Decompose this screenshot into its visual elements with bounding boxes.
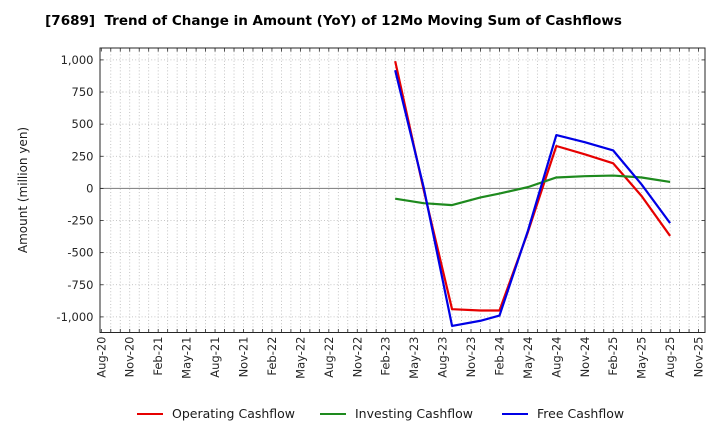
y-tick-label: -750 <box>67 278 93 292</box>
x-tick-label: Aug-20 <box>94 337 108 378</box>
x-tick-label: Nov-20 <box>123 337 137 378</box>
legend-label-investing: Investing Cashflow <box>355 406 473 421</box>
x-tick-label: May-24 <box>521 337 535 379</box>
legend: Operating Cashflow Investing Cashflow Fr… <box>0 404 720 426</box>
x-tick-label: Aug-22 <box>322 337 336 378</box>
series-investing-cashflow <box>395 174 671 207</box>
x-tick-label: May-25 <box>635 337 649 379</box>
x-tick-label: Nov-21 <box>237 337 251 378</box>
x-tick-label: Feb-25 <box>606 337 620 376</box>
x-tick-label: Nov-23 <box>464 337 478 378</box>
y-tick-label: -250 <box>67 214 93 228</box>
x-tick-label: Aug-23 <box>436 337 450 378</box>
x-tick-label: May-21 <box>180 337 194 379</box>
x-tick-label: Aug-24 <box>549 337 563 378</box>
y-tick-label: 1,000 <box>61 53 94 67</box>
free-line-swatch <box>502 412 528 416</box>
legend-label-free: Free Cashflow <box>537 406 625 421</box>
legend-item-operating: Operating Cashflow <box>137 404 295 424</box>
x-tick-label: May-23 <box>407 337 421 379</box>
x-tick-label: Nov-25 <box>692 337 706 378</box>
y-tick-label: 250 <box>72 149 94 163</box>
series-free-cashflow <box>394 69 671 327</box>
x-tick-label: Nov-24 <box>578 337 592 378</box>
x-tick-label: Feb-22 <box>265 337 279 376</box>
operating-line-swatch <box>137 412 163 416</box>
y-tick-label: -1,000 <box>56 310 93 324</box>
plot-border <box>99 47 706 333</box>
x-tick-label: Feb-23 <box>379 337 393 376</box>
y-tick-label: 750 <box>72 85 94 99</box>
x-tick-label: May-22 <box>293 337 307 379</box>
y-tick-label: 500 <box>72 117 94 131</box>
x-tick-label: Nov-22 <box>350 337 364 378</box>
x-tick-label: Aug-21 <box>208 337 222 378</box>
legend-item-investing: Investing Cashflow <box>320 404 473 424</box>
chart-title: [7689] Trend of Change in Amount (YoY) o… <box>45 13 622 29</box>
x-tick-label: Feb-24 <box>492 337 506 376</box>
x-tick-label: Aug-25 <box>663 337 677 378</box>
y-tick-label: 0 <box>86 181 93 195</box>
investing-line-swatch <box>320 412 346 416</box>
legend-item-free: Free Cashflow <box>502 404 624 424</box>
y-tick-label: -500 <box>67 246 93 260</box>
legend-label-operating: Operating Cashflow <box>172 406 296 421</box>
x-tick-label: Feb-21 <box>151 337 165 376</box>
